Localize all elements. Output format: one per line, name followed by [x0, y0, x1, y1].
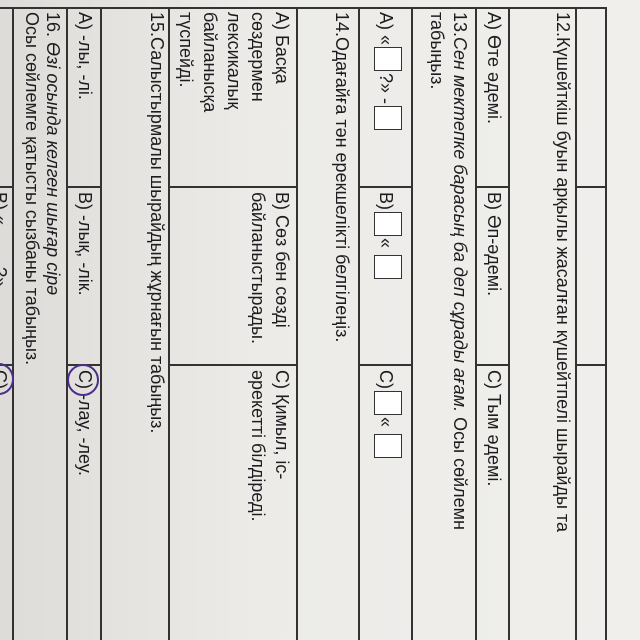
row-divider [575, 7, 577, 640]
blank-box [374, 212, 402, 236]
q15-answer-b[interactable]: B) -лық, -лік. [75, 192, 95, 296]
answer-line: C) Қимыл, іс- [272, 370, 292, 480]
question-14: 14.Одағайға тән ерекшелікті белгілеңіз. [332, 12, 352, 343]
column-divider [360, 186, 413, 188]
q15-answer-a[interactable]: A) -лы, -лі. [75, 12, 95, 100]
question-12: 12.Күшейткіш буын арқылы жасалған күшейт… [553, 12, 573, 532]
blank-box [374, 47, 402, 72]
column-divider [360, 364, 413, 366]
answer-line: лексикалық [224, 12, 244, 110]
blank-box [374, 391, 402, 415]
row-divider [358, 7, 360, 640]
column-divider [170, 186, 298, 188]
column-divider [577, 186, 607, 188]
q13-answer-c[interactable]: C)« [374, 370, 402, 460]
q12-answer-b[interactable]: B) Әп-әдемі. [484, 192, 504, 297]
row-divider [411, 7, 413, 640]
row-divider [296, 7, 298, 640]
column-divider [577, 364, 607, 366]
q16-answer-b[interactable]: B) «?» [0, 192, 10, 288]
row-divider [66, 7, 68, 640]
answer-line: түспейді. [176, 12, 196, 88]
column-divider [68, 186, 102, 188]
question-16-line2: Осы сөйлемге қатысты сызбаны табыңыз. [22, 12, 42, 366]
answer-line: A) Басқа [272, 12, 292, 84]
row-divider [100, 7, 102, 640]
row-divider [12, 7, 14, 640]
row-divider [168, 7, 170, 640]
answer-line: байланысқа [200, 12, 220, 113]
answer-line: байланыстырады. [248, 192, 268, 344]
q13-answer-b[interactable]: B)« [374, 192, 402, 281]
row-divider [508, 7, 510, 640]
blank-box [374, 255, 402, 280]
question-13: 13.Сен мектепке барасың ба деп сұрады ағ… [450, 12, 470, 530]
q13-answer-a[interactable]: A) «?» - [374, 12, 402, 132]
q12-answer-c[interactable]: C) Тым әдемі. [484, 370, 504, 487]
answer-line: B) Сөз бен сөзді [272, 192, 292, 328]
answer-line: әрекетті білдіреді. [248, 370, 268, 522]
question-16: 16. Өзі осында келген шығар сірә [43, 12, 63, 296]
question-13-line2: табыңыз. [427, 12, 447, 90]
column-divider [170, 364, 298, 366]
answer-line: сөздермен [248, 12, 268, 102]
column-divider [477, 364, 510, 366]
table-border [605, 7, 607, 640]
q16-answer-c[interactable]: C) [0, 370, 10, 389]
q12-answer-a[interactable]: A) Өте әдемі. [484, 12, 504, 124]
blank-box [374, 106, 402, 131]
column-divider [0, 186, 14, 188]
table-border [0, 7, 607, 9]
blank-box [374, 434, 402, 459]
question-15: 15.Салыстырмалы шырайдың жұрнағын табыңы… [147, 12, 167, 434]
pen-circle-mark [67, 364, 99, 396]
row-divider [475, 7, 477, 640]
column-divider [477, 186, 510, 188]
